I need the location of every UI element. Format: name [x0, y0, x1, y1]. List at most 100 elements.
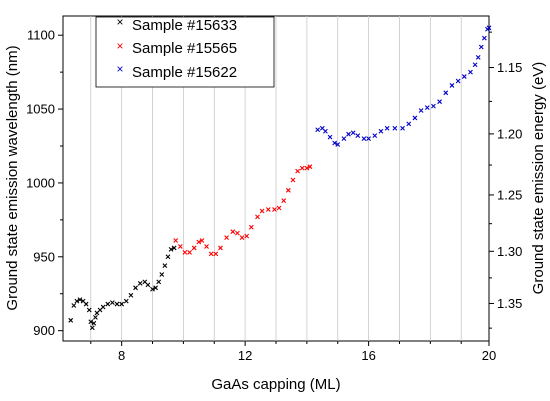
data-point: [177, 244, 183, 249]
data-point: [74, 298, 80, 304]
y2-tick-label: 1.35: [497, 296, 522, 311]
data-point: [171, 245, 177, 251]
data-point: [191, 245, 197, 251]
data-point: [307, 164, 313, 170]
data-point: [196, 239, 202, 245]
data-point: [366, 136, 371, 142]
x-axis-title: GaAs capping (ML): [211, 376, 340, 393]
legend-label-1: Sample #15565: [132, 40, 237, 57]
data-point: [137, 280, 143, 286]
x-tick-label: 8: [118, 348, 125, 363]
data-point: [86, 307, 92, 313]
data-point: [290, 177, 296, 183]
legend-label-0: Sample #15633: [132, 17, 237, 34]
y-tick-label: 900: [33, 323, 55, 338]
data-point: [182, 249, 188, 255]
legend-marker-0: ×: [116, 15, 123, 29]
data-point: [224, 235, 229, 240]
data-point: [199, 238, 205, 243]
y-axis-title: Ground state emission wavelength (nm): [4, 45, 21, 310]
data-point: [255, 214, 260, 220]
data-point: [265, 207, 271, 212]
data-point: [88, 319, 94, 325]
data-point: [424, 105, 430, 110]
data-point: [412, 115, 418, 121]
x-tick-label: 20: [482, 348, 496, 363]
data-point: [123, 298, 129, 304]
data-point: [276, 205, 282, 211]
data-point: [165, 254, 171, 260]
data-point: [346, 131, 351, 137]
data-point: [437, 99, 442, 105]
data-point: [91, 320, 97, 326]
data-point: [208, 251, 214, 257]
data-point: [431, 103, 436, 109]
data-point: [153, 285, 158, 291]
data-point: [145, 282, 151, 288]
data-point: [218, 245, 223, 251]
axes: 8 12 16 20 900 950 1000 1050 1100 1.15 1.20 1.25 1.3…: [26, 28, 522, 363]
data-point: [332, 140, 338, 146]
data-point: [235, 230, 240, 236]
data-point: [71, 303, 77, 308]
data-point: [335, 142, 341, 147]
data-point: [468, 69, 473, 75]
y2-tick-label: 1.15: [497, 60, 522, 75]
data-point: [418, 108, 424, 113]
data-point: [213, 251, 219, 257]
data-point: [68, 317, 74, 323]
data-point: [304, 165, 310, 171]
y2-axis-title: Ground state emission energy (eV): [530, 62, 547, 295]
data-point: [341, 136, 347, 142]
data-point: [83, 301, 89, 307]
data-point: [173, 238, 179, 243]
data-point: [168, 247, 174, 252]
data-point: [259, 208, 265, 214]
data-point: [443, 90, 449, 96]
data-point: [119, 301, 125, 307]
data-point: [486, 25, 492, 31]
data-point: [285, 187, 291, 193]
data-point: [461, 74, 467, 79]
data-point: [350, 130, 356, 136]
y2-tick-label: 1.25: [497, 187, 522, 202]
series-0: [68, 245, 177, 331]
data-point: [204, 244, 209, 249]
data-point: [472, 62, 478, 68]
data-point: [315, 127, 321, 133]
data-point: [299, 165, 305, 171]
x-tick-label: 12: [238, 348, 252, 363]
data-point: [244, 233, 250, 239]
data-point: [230, 229, 236, 235]
data-point: [475, 54, 481, 60]
data-point: [89, 325, 95, 331]
y2-tick-label: 1.20: [497, 126, 522, 141]
data-layer: [68, 25, 492, 331]
data-point: [93, 314, 98, 320]
data-point: [150, 286, 155, 292]
y2-tick-label: 1.30: [497, 244, 522, 259]
data-point: [114, 301, 120, 307]
y-tick-label: 1050: [26, 102, 55, 117]
data-point: [455, 78, 461, 84]
data-point: [406, 121, 412, 127]
data-point: [355, 133, 361, 139]
legend: × Sample #15633 × Sample #15565 × Sample…: [95, 15, 275, 88]
data-point: [105, 301, 111, 307]
x-tick-label: 16: [361, 348, 375, 363]
data-point: [361, 136, 367, 142]
data-point: [110, 300, 115, 305]
data-point: [384, 125, 390, 131]
legend-box: [95, 16, 275, 88]
data-point: [295, 168, 300, 174]
data-point: [159, 272, 165, 277]
data-point: [400, 125, 405, 131]
data-point: [77, 297, 83, 303]
data-point: [449, 83, 455, 88]
data-point: [281, 198, 287, 204]
data-point: [156, 279, 162, 285]
legend-label-2: Sample #15622: [132, 64, 237, 81]
data-point: [481, 35, 487, 41]
data-point: [392, 125, 398, 131]
